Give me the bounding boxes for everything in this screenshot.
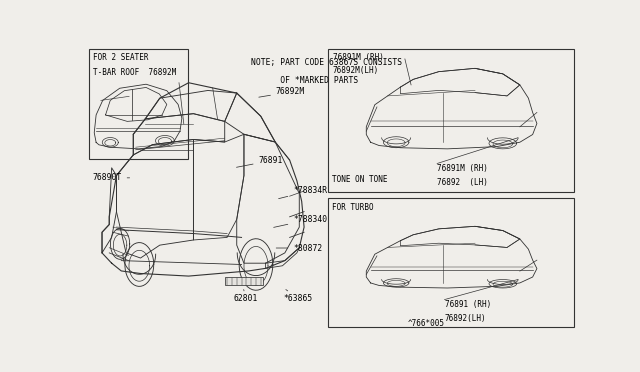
Text: 76891M (RH): 76891M (RH) [333,53,384,62]
Text: *788340: *788340 [274,215,328,227]
Bar [89,49,188,159]
Text: 76892M: 76892M [259,87,305,97]
Text: 76891: 76891 [237,156,283,167]
Text: *63865: *63865 [284,289,312,303]
Bar [328,198,573,327]
Text: 76892  (LH): 76892 (LH) [437,178,488,187]
Text: *78834R: *78834R [278,186,328,199]
Text: 76891M (RH): 76891M (RH) [437,164,488,173]
Text: FOR TURBO: FOR TURBO [332,203,374,212]
Text: 76890T: 76890T [92,173,129,182]
Bar [328,49,573,192]
Text: TONE ON TONE: TONE ON TONE [332,175,387,184]
Text: T-BAR ROOF  76892M: T-BAR ROOF 76892M [93,68,176,77]
Text: OF *MARKED PARTS: OF *MARKED PARTS [251,76,358,85]
Text: NOTE; PART CODE 63867S CONSISTS: NOTE; PART CODE 63867S CONSISTS [251,58,403,67]
Text: FOR 2 SEATER: FOR 2 SEATER [93,53,148,62]
Text: ^766*005: ^766*005 [408,319,444,328]
Text: 76891 (RH): 76891 (RH) [445,299,491,308]
Bar [225,278,263,285]
Text: 76892M(LH): 76892M(LH) [333,66,380,75]
Text: *80872: *80872 [276,244,323,253]
Text: 76892(LH): 76892(LH) [445,314,486,323]
Text: 62801: 62801 [234,289,258,303]
